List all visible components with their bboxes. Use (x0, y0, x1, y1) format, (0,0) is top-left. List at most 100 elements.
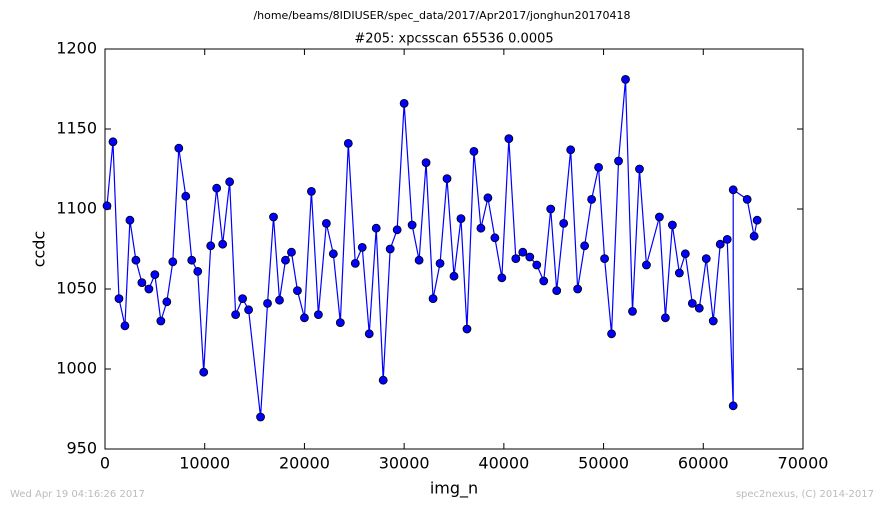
data-point (238, 294, 248, 304)
data-point (131, 255, 141, 265)
data-point (715, 239, 725, 249)
data-point (162, 297, 172, 307)
data-point (108, 137, 118, 147)
data-point (559, 218, 569, 228)
data-point (708, 316, 718, 326)
data-point (694, 303, 704, 313)
data-point (573, 284, 583, 294)
data-point (667, 220, 677, 230)
data-point (642, 260, 651, 270)
data-point (742, 194, 752, 204)
x-tick-label: 70000 (778, 454, 829, 473)
x-axis-label: img_n (430, 479, 478, 499)
data-point (614, 156, 623, 166)
data-point (385, 244, 395, 254)
data-point (206, 241, 216, 251)
data-point (114, 294, 124, 304)
data-point (293, 286, 302, 296)
chart-title: #205: xpcsscan 65536 0.0005 (354, 32, 553, 47)
data-point (392, 225, 402, 235)
data-point (532, 260, 542, 270)
data-point (607, 329, 616, 339)
x-tick-label: 20000 (279, 454, 330, 473)
data-point (287, 247, 296, 257)
data-point (621, 75, 630, 84)
data-point (421, 158, 431, 168)
data-point (244, 305, 253, 315)
data-point (476, 223, 486, 233)
y-tick-label: 1000 (56, 359, 97, 378)
data-point (728, 185, 738, 195)
data-point (343, 138, 353, 148)
data-point (199, 367, 209, 377)
data-point (212, 183, 222, 193)
data-point (655, 212, 664, 222)
data-point (256, 412, 265, 422)
data-point (307, 186, 316, 196)
data-point (504, 134, 514, 144)
data-point (469, 146, 479, 156)
data-point (580, 241, 590, 251)
data-point (137, 278, 147, 288)
data-point (231, 310, 241, 320)
data-point (218, 239, 228, 249)
data-point (435, 258, 445, 268)
data-point (680, 249, 690, 259)
data-point (728, 401, 738, 411)
data-point (414, 255, 424, 265)
data-point (181, 191, 191, 201)
data-point (168, 257, 178, 267)
data-point (497, 273, 507, 283)
x-tick-label: 0 (100, 454, 110, 473)
data-point (635, 164, 644, 174)
data-point (281, 255, 290, 265)
data-point (442, 174, 452, 184)
data-point (150, 270, 160, 280)
data-point (144, 284, 154, 294)
y-tick-label: 1100 (56, 199, 97, 218)
y-tick-label: 1150 (56, 119, 97, 138)
data-point (174, 143, 184, 153)
data-point (275, 295, 284, 305)
data-point (449, 271, 459, 281)
data-point (156, 316, 166, 326)
data-point (518, 247, 528, 257)
data-point (102, 201, 112, 211)
data-point (687, 298, 697, 308)
data-point (752, 215, 762, 225)
data-point (335, 318, 345, 328)
footer-left: Wed Apr 19 04:16:26 2017 (10, 489, 145, 500)
data-point (722, 234, 732, 244)
data-point (749, 231, 759, 241)
series-line (106, 79, 758, 418)
data-point (193, 266, 203, 276)
data-point (371, 223, 381, 233)
data-point (120, 321, 130, 331)
data-point (225, 177, 235, 187)
data-point (399, 99, 409, 108)
data-point (456, 214, 466, 224)
data-point (328, 249, 338, 259)
data-point (125, 215, 135, 225)
data-point (490, 233, 500, 243)
data-point (263, 298, 272, 308)
data-point (674, 268, 684, 278)
data-point (566, 145, 576, 155)
data-point (483, 193, 493, 203)
data-point (600, 254, 609, 264)
data-point (313, 310, 323, 320)
data-point (628, 306, 637, 316)
plot-frame (104, 48, 804, 450)
data-point (269, 212, 278, 222)
x-tick-label: 60000 (678, 454, 729, 473)
data-point (428, 294, 438, 304)
data-point (407, 220, 417, 230)
data-point (321, 218, 331, 228)
x-tick-label: 40000 (478, 454, 529, 473)
data-point (701, 254, 711, 264)
data-point (357, 242, 367, 252)
data-point (364, 329, 374, 339)
suptitle: /home/beams/8IDIUSER/spec_data/2017/Apr2… (253, 9, 630, 22)
data-point (546, 204, 556, 214)
data-point (552, 286, 562, 296)
